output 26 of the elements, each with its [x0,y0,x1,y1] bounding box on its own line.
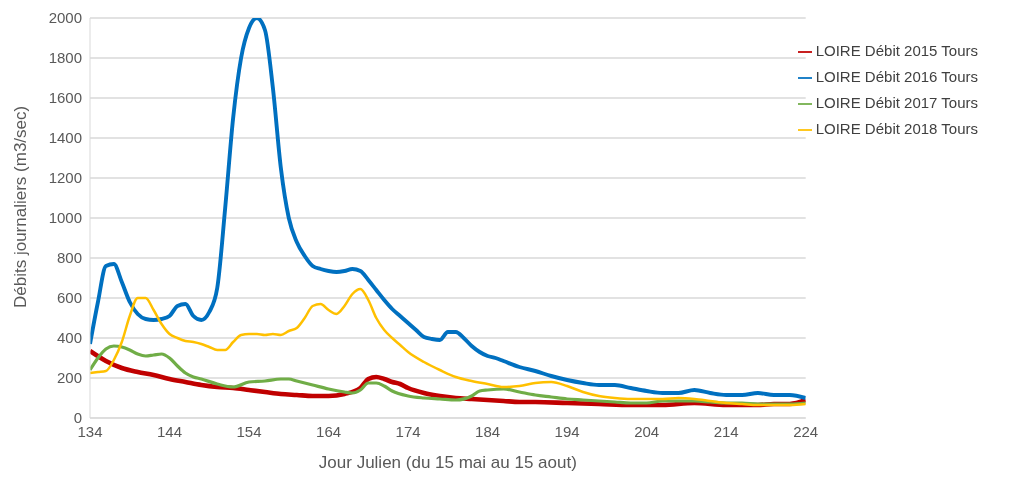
x-tick-label: 214 [713,422,739,440]
y-tick-label: 1800 [48,49,82,67]
x-tick-label: 154 [236,422,262,440]
x-tick-label: 184 [475,422,501,440]
y-tick-label: 1600 [48,89,82,107]
x-tick-label: 174 [395,422,421,440]
x-tick-label: 164 [316,422,342,440]
x-tick-label: 224 [793,422,819,440]
legend-label: LOIRE Débit 2015 Tours [815,42,978,59]
y-axis-title: Débits journaliers (m3/sec) [11,105,31,308]
x-tick-label: 204 [634,422,660,440]
y-tick-label: 1400 [48,129,82,147]
legend-label: LOIRE Débit 2016 Tours [815,68,978,85]
y-tick-label: 1000 [48,209,82,227]
y-tick-label: 800 [56,249,82,267]
x-tick-label: 194 [554,422,580,440]
y-tick-label: 2000 [48,9,82,27]
legend-label: LOIRE Débit 2018 Tours [815,120,978,137]
y-tick-label: 1200 [48,169,82,187]
line-series [90,287,806,407]
x-tick-label: 144 [157,422,183,440]
y-tick-label: 600 [56,289,82,307]
legend-label: LOIRE Débit 2017 Tours [815,94,978,111]
y-tick-label: 400 [56,329,82,347]
x-axis-title: Jour Julien (du 15 mai au 15 aout) [318,453,577,473]
y-tick-label: 200 [56,369,82,387]
